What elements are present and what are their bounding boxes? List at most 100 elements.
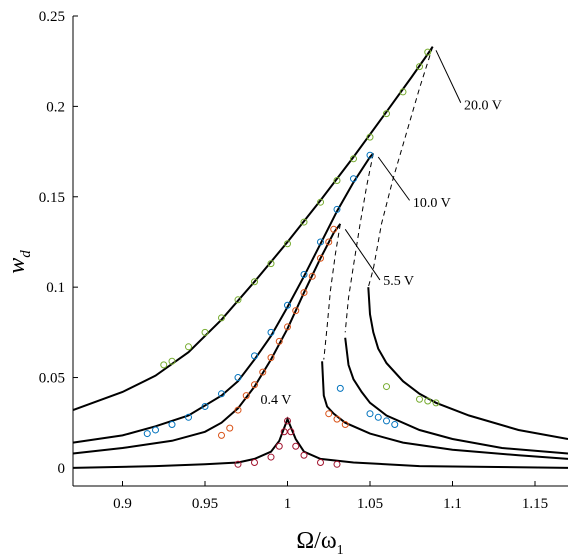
- data-point: [366, 133, 374, 141]
- annotation-label: 20.0 V: [464, 99, 502, 114]
- data-point: [160, 361, 168, 369]
- data-point: [251, 278, 258, 286]
- x-axis-title: Ω/ω1: [296, 528, 343, 556]
- data-point: [366, 151, 374, 159]
- data-point: [242, 392, 250, 400]
- data-point: [284, 240, 291, 248]
- data-point: [336, 384, 344, 392]
- data-point: [333, 415, 341, 423]
- data-point: [234, 296, 242, 304]
- data-point: [300, 218, 308, 226]
- x-tick-label: 0.95: [192, 496, 218, 512]
- data-point: [366, 410, 374, 418]
- data-point: [267, 328, 275, 336]
- model-curves: [72, 46, 568, 469]
- data-point: [275, 337, 283, 345]
- stable-lower-branch: [321, 361, 568, 460]
- y-tick-label: 0.2: [46, 99, 65, 115]
- data-point: [259, 368, 267, 376]
- data-point: [416, 63, 423, 71]
- x-tick-label: 0.9: [113, 496, 132, 512]
- data-point: [300, 451, 308, 459]
- y-tick-label: 0.1: [46, 280, 65, 296]
- data-point: [251, 352, 258, 360]
- data-point: [284, 323, 291, 331]
- data-point: [300, 289, 308, 297]
- data-point: [317, 198, 324, 206]
- stable-upper-branch: [72, 223, 342, 455]
- data-point: [424, 397, 432, 405]
- data-point: [168, 421, 176, 429]
- data-point: [325, 410, 333, 418]
- data-point: [317, 238, 324, 246]
- data-point: [218, 314, 225, 322]
- data-point: [350, 175, 357, 183]
- data-point: [341, 421, 349, 429]
- data-point: [168, 357, 176, 365]
- data-point: [267, 453, 275, 461]
- data-point: [234, 460, 242, 468]
- y-tick-label: 0: [58, 461, 66, 477]
- x-tick-label: 1.15: [522, 496, 548, 512]
- data-point: [416, 395, 423, 403]
- annotation-leader: [344, 229, 381, 281]
- data-point: [234, 406, 242, 414]
- annotation-label: 10.0 V: [413, 196, 451, 211]
- annotation-label: 0.4 V: [261, 393, 292, 408]
- data-point: [300, 271, 308, 278]
- data-point: [267, 260, 275, 268]
- data-point: [234, 374, 242, 382]
- x-tick-label: 1.1: [443, 496, 462, 512]
- stable-lower-branch: [344, 337, 568, 455]
- data-point: [201, 402, 209, 410]
- axes: 0.9 0.95 1 1.05 1.1 1.15 0 0.05 0.1 0.15 0.2 0.25: [39, 9, 568, 512]
- data-point: [350, 155, 357, 163]
- unstable-branch: [367, 46, 434, 288]
- annotations: 0.4 V 5.5 V 10.0 V 20.0 V: [261, 50, 502, 408]
- y-tick-label: 0.15: [39, 190, 65, 206]
- stable-lower-branch: [367, 287, 568, 440]
- data-point: [287, 428, 295, 436]
- stable-upper-branch: [72, 152, 375, 444]
- data-point: [152, 426, 159, 434]
- data-point: [226, 424, 234, 432]
- x-tick-label: 1: [284, 496, 292, 512]
- data-point: [424, 48, 432, 56]
- data-point: [251, 381, 258, 389]
- data-point: [333, 177, 341, 184]
- data-point: [251, 459, 258, 466]
- data-point: [185, 413, 192, 421]
- data-point: [330, 225, 338, 233]
- x-tick-label: 1.05: [357, 496, 383, 512]
- data-point: [317, 254, 324, 262]
- data-point: [325, 238, 333, 246]
- data-point: [280, 428, 288, 436]
- data-point: [292, 442, 300, 450]
- data-point: [201, 328, 209, 336]
- data-point: [284, 417, 291, 425]
- y-axis-title: wd: [4, 250, 34, 274]
- data-point: [284, 301, 291, 309]
- y-tick-label: 0.25: [39, 9, 65, 25]
- data-point: [374, 413, 382, 421]
- data-point: [432, 399, 440, 407]
- data-point: [267, 354, 275, 362]
- data-point: [308, 272, 316, 280]
- stable-upper-branch: [72, 416, 568, 469]
- data-point: [317, 459, 324, 466]
- data-point: [218, 431, 225, 439]
- data-point: [218, 390, 225, 398]
- unstable-branch: [344, 153, 374, 333]
- data-point: [391, 421, 399, 429]
- data-point: [143, 430, 151, 438]
- data-point: [383, 383, 390, 391]
- annotation-label: 5.5 V: [383, 274, 414, 289]
- annotation-leader: [377, 156, 411, 201]
- data-point: [333, 460, 341, 468]
- measured-points: [143, 48, 440, 468]
- unstable-branch: [323, 223, 341, 360]
- y-tick-label: 0.05: [39, 371, 65, 387]
- data-point: [383, 417, 390, 425]
- data-point: [399, 88, 407, 96]
